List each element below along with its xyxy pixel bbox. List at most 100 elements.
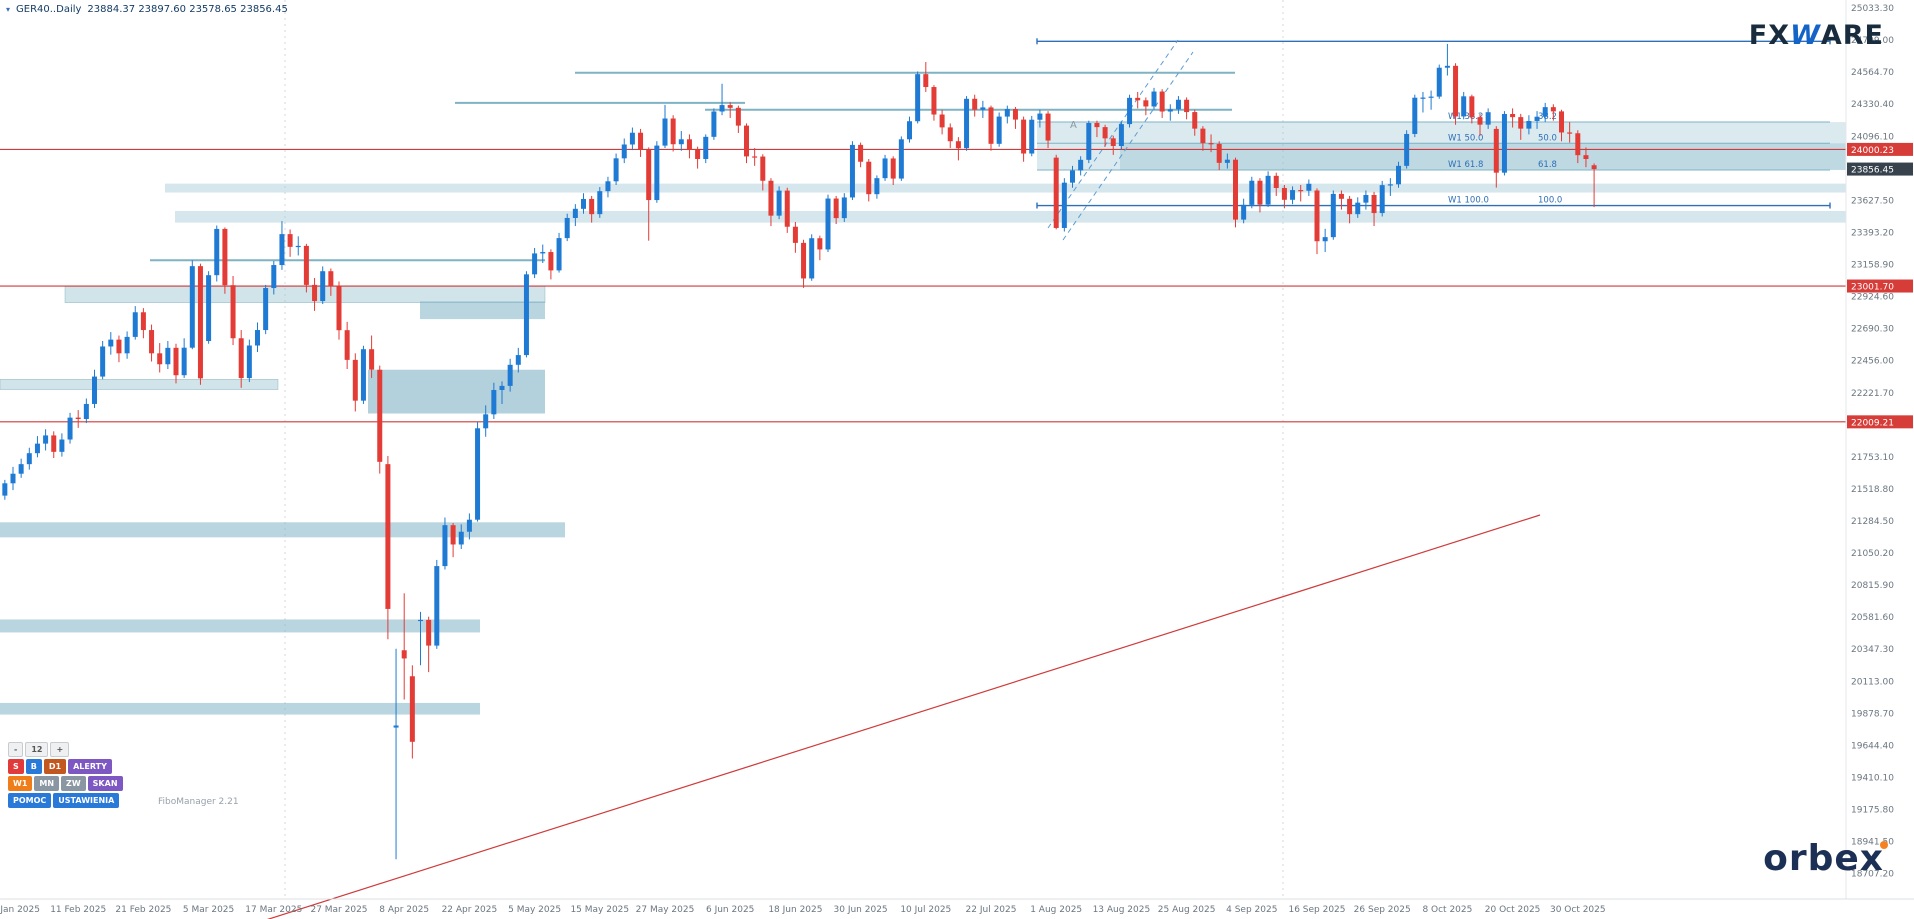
trade-row: S B D1 ALERTY [8,759,123,774]
svg-text:23001.70: 23001.70 [1851,283,1894,293]
svg-text:22221.70: 22221.70 [1851,389,1894,399]
date-label: 8 Apr 2025 [379,905,429,915]
fib-level-label: W1 100.0 [1448,196,1489,206]
date-label: 30 Oct 2025 [1550,905,1606,915]
fib-level-value: 61.8 [1538,160,1557,170]
fxware-logo: FXWARE [1749,20,1884,51]
svg-text:24330.40: 24330.40 [1851,100,1894,110]
panel-button-b[interactable]: B [25,759,42,774]
svg-text:18941.50: 18941.50 [1851,838,1894,848]
key-price-lines-layer[interactable] [0,148,1846,423]
date-label: 16 Sep 2025 [1288,905,1345,915]
zoom-value-button[interactable]: 12 [25,742,49,757]
svg-text:20581.60: 20581.60 [1851,613,1894,623]
fxware-fx: FX [1748,20,1791,51]
panel-button-ustawienia[interactable]: USTAWIENIA [53,793,120,808]
zoom-in-button[interactable]: + [50,742,70,757]
svg-text:22009.21: 22009.21 [1851,418,1894,428]
panel-button-pomoc[interactable]: POMOC [8,793,52,808]
fibomanager-panel: - 12 + S B D1 ALERTY W1 MN ZW SKAN POMOC USTAWI… [8,742,123,808]
fib-level-label: W1 38.2 [1448,112,1483,122]
date-label: 25 Aug 2025 [1158,905,1216,915]
fibomanager-version: FiboManager 2.21 [158,797,239,807]
svg-text:19644.40: 19644.40 [1851,741,1894,751]
fib-level-value: 38.2 [1538,112,1557,122]
timeframe-row: W1 MN ZW SKAN [8,776,123,791]
date-label: 13 Aug 2025 [1093,905,1151,915]
svg-text:24564.70: 24564.70 [1851,68,1894,78]
svg-text:19878.70: 19878.70 [1851,709,1894,719]
price-axis[interactable]: 25033.30 24799.00 24564.70 24330.40 24096.10… [1845,0,1913,899]
orbex-wordmark: orbex [1763,838,1884,879]
date-label: 15 May 2025 [570,905,629,915]
svg-text:21050.20: 21050.20 [1851,549,1894,559]
symbol-info: ▾ GER40..Daily 23884.37 23897.60 23578.6… [6,4,288,15]
fib-level-label: W1 61.8 [1448,160,1483,170]
date-label: 5 May 2025 [508,905,561,915]
price-tag [1847,162,1913,176]
price-tag [1847,279,1913,293]
date-label: 30 Jun 2025 [834,905,888,915]
panel-button-zw[interactable]: ZW [61,776,86,791]
date-label: 11 Feb 2025 [50,905,106,915]
svg-text:23158.90: 23158.90 [1851,261,1894,271]
svg-text:24096.10: 24096.10 [1851,132,1894,142]
date-label: 26 Sep 2025 [1354,905,1411,915]
date-label: 21 Feb 2025 [115,905,171,915]
dashed-projection-line[interactable] [1047,39,1179,229]
fib-level-label: W1 50.0 [1448,133,1483,143]
svg-text:22456.00: 22456.00 [1851,357,1894,367]
zoom-out-button[interactable]: - [8,742,24,757]
fxware-are: ARE [1820,20,1884,51]
svg-text:24799.00: 24799.00 [1851,36,1894,46]
svg-text:20815.90: 20815.90 [1851,581,1894,591]
orbex-logo: orbex [1763,838,1888,879]
svg-text:23627.50: 23627.50 [1851,196,1894,206]
svg-text:19175.80: 19175.80 [1851,806,1894,816]
svg-text:23393.20: 23393.20 [1851,228,1894,238]
date-label: 4 Sep 2025 [1226,905,1277,915]
date-label: 22 Jul 2025 [966,905,1017,915]
svg-text:23856.45: 23856.45 [1851,166,1894,176]
date-label: 30 Jan 2025 [0,905,40,915]
symbol-name: GER40..Daily [16,4,82,15]
panel-button-d1[interactable]: D1 [43,759,67,774]
ohlc-readout: 23884.37 23897.60 23578.65 23856.45 [87,4,288,15]
date-label: 22 Apr 2025 [442,905,498,915]
panel-button-s[interactable]: S [8,759,24,774]
panel-button-skan[interactable]: SKAN [87,776,123,791]
date-label: 20 Oct 2025 [1485,905,1541,915]
svg-text:21518.80: 21518.80 [1851,485,1894,495]
wave-marker-a: A [1070,120,1077,131]
fib-level-value: 100.0 [1538,196,1562,206]
svg-text:19410.10: 19410.10 [1851,773,1894,783]
dashed-projection-line[interactable] [1062,51,1194,241]
svg-text:20113.00: 20113.00 [1851,677,1894,687]
date-label: 10 Jul 2025 [900,905,951,915]
date-label: 6 Jun 2025 [706,905,754,915]
panel-button-w1[interactable]: W1 [8,776,33,791]
supply-demand-zones-layer [0,122,1846,715]
time-axis[interactable]: 30 Jan 2025 11 Feb 2025 21 Feb 2025 5 Mar 2… [0,898,1914,915]
date-label: 17 Mar 2025 [245,905,302,915]
candles-layer [2,43,1597,860]
zoom-row: - 12 + [8,742,123,757]
ascending-trendline[interactable] [250,514,1541,919]
price-tag [1847,415,1913,429]
panel-button-mn[interactable]: MN [34,776,60,791]
date-label: 18 Jun 2025 [768,905,822,915]
orbex-dot-icon [1880,841,1888,849]
fib-level-value: 50.0 [1538,133,1557,143]
panel-button-alerty[interactable]: ALERTY [68,759,112,774]
svg-text:21284.50: 21284.50 [1851,517,1894,527]
svg-text:21753.10: 21753.10 [1851,453,1894,463]
svg-text:24000.23: 24000.23 [1851,146,1894,156]
symbol-dropdown-icon[interactable]: ▾ [6,4,11,14]
date-label: 5 Mar 2025 [183,905,234,915]
date-label: 8 Oct 2025 [1422,905,1472,915]
help-row: POMOC USTAWIENIA [8,793,123,808]
date-label: 27 Mar 2025 [310,905,367,915]
fibonacci-layer: W1 38.2 38.2 W1 50.0 50.0 W1 61.8 61.8 W1 100.… [1036,38,1831,241]
svg-text:20347.30: 20347.30 [1851,645,1894,655]
